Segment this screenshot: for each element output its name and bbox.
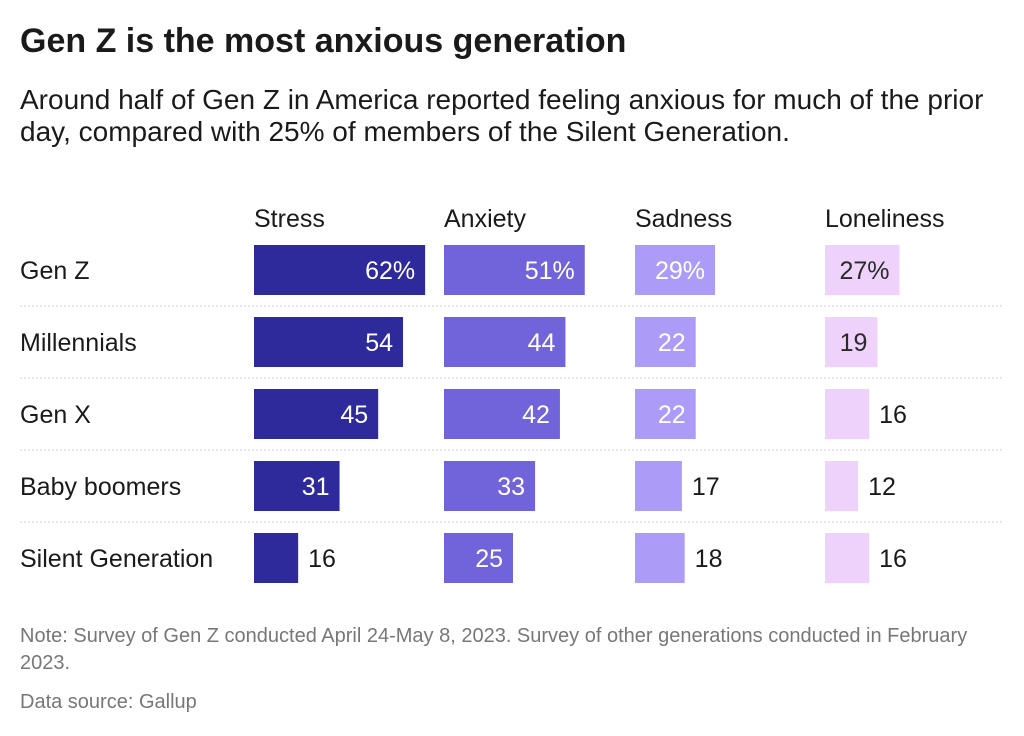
- bar: [444, 317, 566, 367]
- data-label: 16: [308, 545, 336, 573]
- data-label: 22: [658, 329, 686, 357]
- chart-source: Data source: Gallup: [20, 691, 197, 713]
- data-label: 16: [879, 401, 907, 429]
- data-label: 18: [695, 545, 723, 573]
- data-label: 16: [879, 545, 907, 573]
- bar: [444, 533, 513, 583]
- data-label: 22: [658, 401, 686, 429]
- series-header: Stress: [254, 205, 325, 233]
- bar: [825, 389, 870, 439]
- chart-note: Note: Survey of Gen Z conducted April 24…: [20, 625, 968, 674]
- data-label: 12: [868, 473, 896, 501]
- series-header: Loneliness: [825, 205, 945, 233]
- bar: [635, 461, 682, 511]
- data-label: 33: [497, 473, 525, 501]
- bar: [635, 245, 716, 295]
- bar: [635, 317, 696, 367]
- chart-subtitle: Around half of Gen Z in America reported…: [20, 84, 984, 147]
- data-label: 44: [528, 329, 556, 357]
- category-label: Millennials: [20, 329, 137, 357]
- series-header: Anxiety: [444, 205, 526, 233]
- bar: [825, 533, 870, 583]
- bar: [444, 245, 585, 295]
- bar: [444, 389, 560, 439]
- bar: [254, 245, 426, 295]
- bar: [635, 389, 696, 439]
- category-label: Baby boomers: [20, 473, 181, 501]
- data-label: 25: [475, 545, 503, 573]
- bar: [635, 533, 685, 583]
- bar: [825, 317, 878, 367]
- data-label: 54: [365, 329, 393, 357]
- bar: [254, 317, 404, 367]
- bar: [254, 389, 379, 439]
- data-label: 29%: [655, 257, 705, 285]
- category-label: Silent Generation: [20, 545, 213, 573]
- category-label: Gen X: [20, 401, 91, 429]
- bar: [825, 461, 859, 511]
- data-label: 17: [692, 473, 720, 501]
- data-label: 51%: [525, 257, 575, 285]
- data-label: 27%: [839, 257, 889, 285]
- category-label: Gen Z: [20, 257, 89, 285]
- data-label: 62%: [365, 257, 415, 285]
- data-label: 19: [840, 329, 868, 357]
- bar-chart: Stress Anxiety Sadness Loneliness Gen Z 62% 51…: [20, 205, 1004, 583]
- data-label: 42: [522, 401, 550, 429]
- data-label: 45: [340, 401, 368, 429]
- bar: [254, 533, 299, 583]
- series-header: Sadness: [635, 205, 732, 233]
- chart-title: Gen Z is the most anxious generation: [20, 22, 627, 60]
- bar: [254, 461, 340, 511]
- bar: [825, 245, 900, 295]
- data-label: 31: [302, 473, 330, 501]
- bar: [444, 461, 536, 511]
